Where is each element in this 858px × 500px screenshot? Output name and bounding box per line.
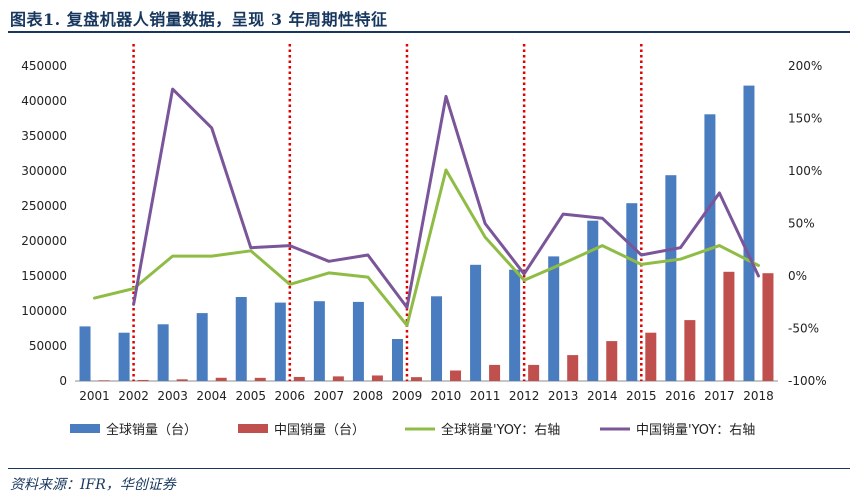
legend-china-sales-swatch [238, 424, 268, 433]
china-sales-bar [489, 364, 501, 381]
cycle-markers-layer [132, 44, 643, 381]
x-tick-label: 2016 [665, 389, 696, 403]
china-sales-bar [332, 376, 344, 381]
china-sales-bar [371, 375, 383, 381]
bars-layer [79, 85, 774, 382]
x-tick-label: 2006 [275, 389, 306, 403]
y-right-tick-label: 0% [788, 269, 807, 283]
x-tick-label: 2005 [235, 389, 266, 403]
y-left-tick-label: 200000 [21, 234, 67, 248]
y-right-tick-label: 50% [788, 217, 815, 231]
x-tick-label: 2018 [743, 389, 774, 403]
global-sales-bar [235, 297, 247, 381]
global-sales-bar [313, 301, 325, 381]
global-sales-bar [118, 332, 130, 381]
x-tick-label: 2013 [548, 389, 579, 403]
y-left-tick-label: 50000 [29, 339, 67, 353]
china-sales-bar [176, 379, 188, 381]
china-yoy-line [132, 87, 760, 309]
title-underline [8, 31, 850, 33]
y-right-tick-label: 150% [788, 112, 822, 126]
x-tick-label: 2012 [509, 389, 540, 403]
global-sales-bar [509, 269, 521, 381]
china-sales-bar [567, 355, 579, 381]
y-right-tick-label: 100% [788, 164, 822, 178]
legend-global-sales-label: 全球销量（台） [106, 422, 197, 438]
global-sales-bar [470, 264, 482, 381]
china-sales-bar [684, 320, 696, 381]
legend-china-sales-label: 中国销量（台） [274, 423, 365, 438]
china-sales-bar [528, 364, 540, 381]
x-tick-label: 2008 [353, 389, 384, 403]
y-left-tick-label: 400000 [21, 94, 67, 108]
global-sales-bar [79, 326, 91, 381]
y-left-tick-label: 300000 [21, 164, 67, 178]
axes-layer: 0 50000 100000 150000 200000 250000 300000 3500… [21, 59, 826, 403]
x-tick-label: 2011 [470, 389, 501, 403]
chart-title: 图表1. 复盘机器人销量数据，呈现 3 年周期性特征 [10, 10, 388, 29]
chart-plot: 0 50000 100000 150000 200000 250000 300000 3500… [21, 44, 827, 438]
y-left-tick-label: 450000 [21, 59, 67, 73]
y-right-tick-label: -50% [788, 322, 819, 336]
china-sales-bar [450, 370, 462, 381]
legend: 全球销量（台） 中国销量（台） 全球销量'YOY：右轴 中国销量'YOY：右轴 [70, 422, 755, 438]
x-tick-label: 2017 [704, 389, 735, 403]
china-sales-bar [723, 271, 735, 381]
legend-global-yoy-label: 全球销量'YOY：右轴 [441, 422, 560, 438]
china-sales-bar [293, 376, 305, 381]
global-sales-bar [665, 175, 677, 381]
y-left-tick-label: 100000 [21, 304, 67, 318]
lines-layer [93, 87, 760, 327]
legend-china-yoy-label: 中国销量'YOY：右轴 [636, 423, 755, 438]
china-sales-bar [137, 379, 149, 381]
y-left-tick-label: 250000 [21, 199, 67, 213]
y-left-tick-label: 0 [59, 374, 67, 388]
global-sales-bar [391, 339, 403, 381]
global-sales-bar [157, 324, 169, 381]
china-sales-bar [645, 332, 657, 381]
x-tick-label: 2015 [626, 389, 657, 403]
china-sales-bar [215, 377, 227, 381]
x-tick-label: 2004 [196, 389, 227, 403]
global-sales-bar [196, 313, 208, 381]
x-tick-label: 2010 [431, 389, 462, 403]
y-left-tick-label: 350000 [21, 129, 67, 143]
global-sales-bar [352, 301, 364, 381]
x-tick-label: 2003 [157, 389, 188, 403]
x-tick-label: 2001 [79, 389, 110, 403]
legend-global-sales-swatch [70, 424, 100, 433]
x-tick-label: 2002 [118, 389, 149, 403]
x-tick-label: 2009 [392, 389, 423, 403]
china-sales-bar [98, 380, 110, 381]
source-divider [8, 468, 850, 469]
china-sales-bar [606, 341, 618, 381]
global-sales-bar [431, 296, 443, 381]
global-sales-bar [587, 220, 599, 381]
x-tick-label: 2007 [314, 389, 345, 403]
y-left-tick-label: 150000 [21, 269, 67, 283]
global-sales-bar [743, 85, 755, 381]
y-right-tick-label: 200% [788, 59, 822, 73]
x-tick-label: 2014 [587, 389, 618, 403]
y-right-tick-label: -100% [788, 374, 827, 388]
china-sales-bar [762, 273, 774, 381]
source-note: 资料来源：IFR，华创证券 [10, 477, 176, 493]
global-sales-bar [274, 302, 286, 381]
global-yoy-line [93, 168, 760, 327]
global-sales-bar [626, 203, 638, 381]
global-sales-bar [548, 256, 560, 381]
china-sales-bar [254, 377, 266, 381]
china-sales-bar [410, 377, 422, 381]
